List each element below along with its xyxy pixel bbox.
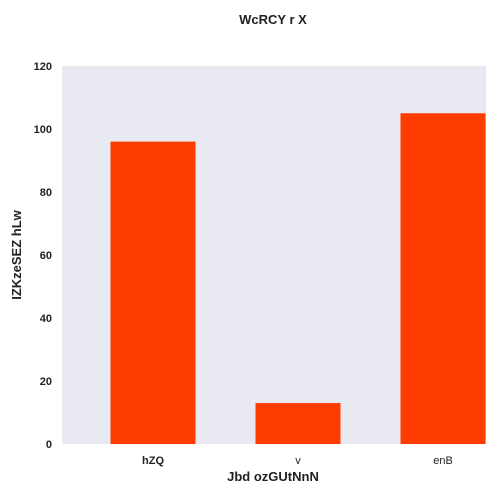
- x-tick-label: v: [295, 455, 301, 467]
- bar: [110, 141, 196, 444]
- x-axis-label: Jbd ozGUtNnN: [227, 469, 319, 484]
- y-tick-label: 80: [40, 187, 52, 199]
- y-tick-label: 40: [40, 313, 52, 325]
- y-tick-label: 0: [46, 439, 52, 451]
- x-tick-label: hZQ: [142, 455, 164, 467]
- bar: [400, 113, 486, 444]
- y-axis-ticks: 0 20 40 60 80 100 120: [34, 61, 52, 451]
- y-tick-label: 60: [40, 250, 52, 262]
- chart-title: WcRCY r X: [239, 12, 307, 27]
- x-tick-label: enB: [433, 455, 453, 467]
- y-axis-label: IZKzeSEZ hLw: [9, 209, 24, 299]
- bar-series: [110, 113, 486, 444]
- bar: [255, 403, 341, 444]
- y-tick-label: 100: [34, 124, 52, 136]
- y-tick-label: 20: [40, 376, 52, 388]
- y-tick-label: 120: [34, 61, 52, 73]
- x-axis-ticks: hZQ v enB: [142, 455, 453, 467]
